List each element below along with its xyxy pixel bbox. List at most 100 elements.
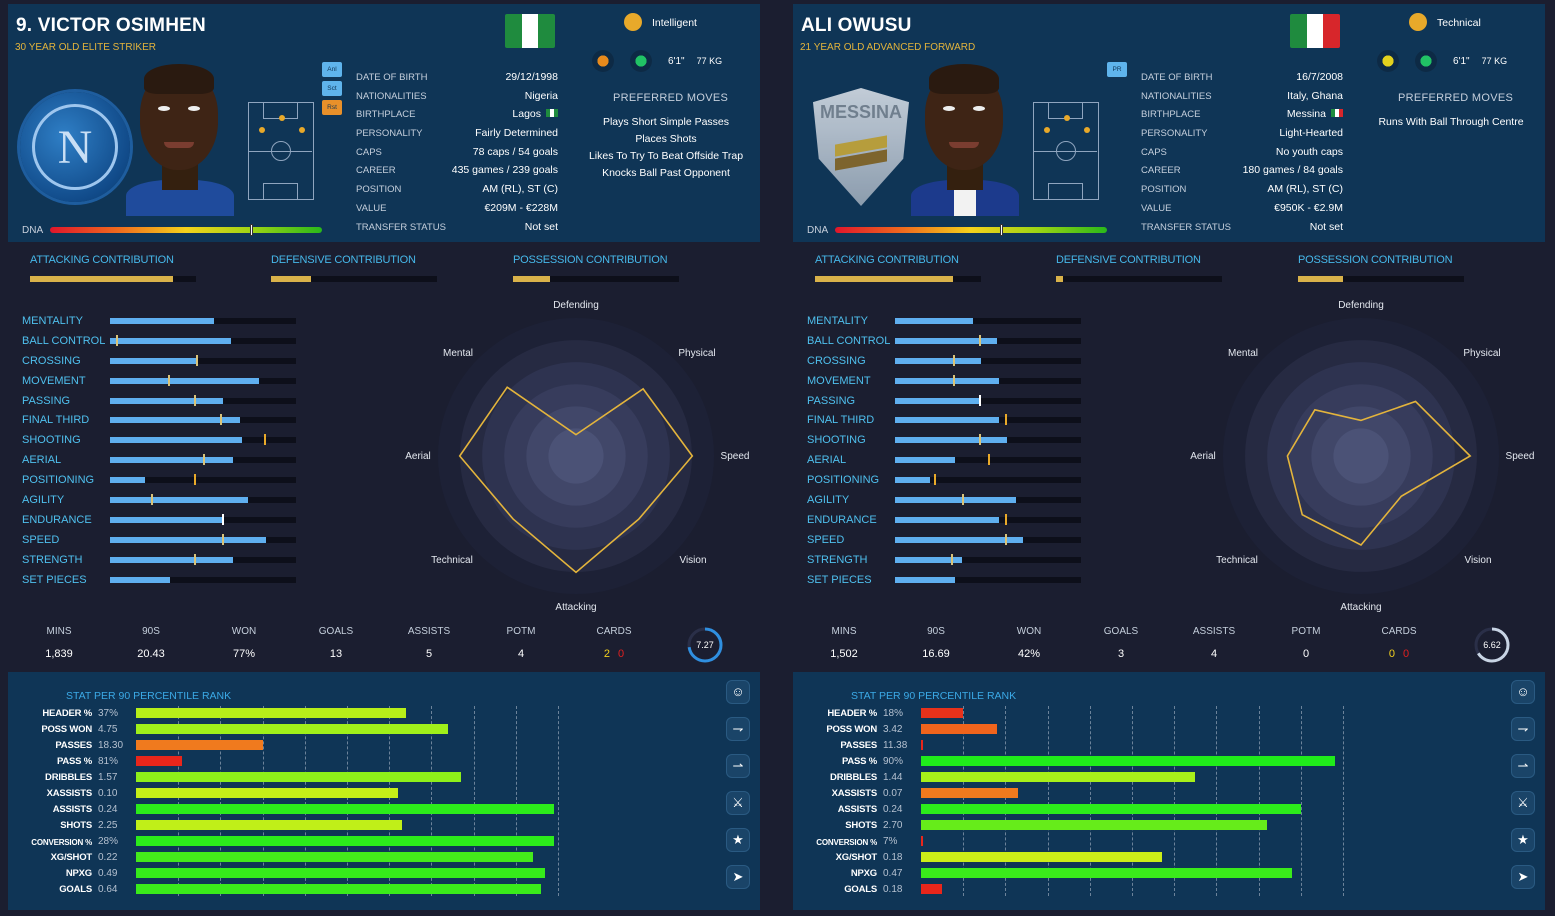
player-name[interactable]: ALI OWUSU (801, 15, 912, 36)
attribute-row[interactable]: SPEED (22, 533, 302, 553)
stat-name: CONVERSION % (31, 838, 92, 847)
attribute-row[interactable]: AERIAL (807, 453, 1087, 473)
attribute-row[interactable]: MOVEMENT (807, 374, 1087, 394)
sprinter-icon[interactable]: ➤ (1511, 865, 1535, 889)
stat-row[interactable]: XG/SHOT 0.18 (793, 849, 1393, 865)
flag-stripe (1306, 14, 1324, 48)
stat-percentile-bar (136, 740, 263, 750)
attribute-row[interactable]: MOVEMENT (22, 374, 302, 394)
messina-crest-icon[interactable]: MESSINA (813, 88, 909, 206)
napoli-crest-icon[interactable]: N (20, 92, 130, 202)
info-row: NATIONALITIES Nigeria (356, 87, 558, 106)
stat-row[interactable]: GOALS 0.64 (8, 881, 608, 897)
slide-icon[interactable]: ⇀ (726, 754, 750, 778)
info-key: DATE OF BIRTH (356, 72, 428, 83)
stat-row[interactable]: PASS % 90% (793, 753, 1393, 769)
walker-icon[interactable]: ★ (1511, 828, 1535, 852)
stat-row[interactable]: XASSISTS 0.10 (8, 785, 608, 801)
stat-per90-value: 2.25 (98, 820, 118, 831)
stat-row[interactable]: PASSES 18.30 (8, 737, 608, 753)
summary-label: ASSISTS (407, 626, 451, 637)
preferred-move: Runs With Ball Through Centre (1378, 116, 1524, 128)
info-value: 180 games / 84 goals (1243, 164, 1343, 176)
attribute-average-tick (961, 494, 964, 506)
percentile-gridline (1174, 706, 1176, 896)
attribute-track (895, 354, 1081, 366)
role-badge[interactable]: Anl (322, 62, 342, 77)
info-key: VALUE (1141, 202, 1172, 214)
stat-name: PASSES (55, 740, 92, 751)
attribute-row[interactable]: PASSING (807, 394, 1087, 414)
slide-icon[interactable]: ⇀ (1511, 754, 1535, 778)
stat-row[interactable]: DRIBBLES 1.57 (8, 769, 608, 785)
birthplace-flag-icon (546, 109, 558, 118)
attribute-row[interactable]: MENTALITY (22, 314, 302, 334)
summary-value: 5 (425, 648, 433, 660)
walker-icon[interactable]: ★ (726, 828, 750, 852)
attribute-row[interactable]: CROSSING (22, 354, 302, 374)
attribute-row[interactable]: POSITIONING (807, 473, 1087, 493)
contribution-fill (815, 276, 953, 282)
attribute-average-tick (1004, 533, 1007, 545)
player-profile-icon[interactable]: ☺ (726, 680, 750, 704)
stat-row[interactable]: SHOTS 2.70 (793, 817, 1393, 833)
attribute-row[interactable]: CROSSING (807, 354, 1087, 374)
stat-row[interactable]: NPXG 0.47 (793, 865, 1393, 881)
attribute-row[interactable]: AGILITY (807, 493, 1087, 513)
player-profile-icon[interactable]: ☺ (1511, 680, 1535, 704)
attribute-row[interactable]: MENTALITY (807, 314, 1087, 334)
stat-row[interactable]: NPXG 0.49 (8, 865, 608, 881)
attribute-row[interactable]: FINAL THIRD (22, 413, 302, 433)
stat-row[interactable]: HEADER % 18% (793, 705, 1393, 721)
stat-row[interactable]: SHOTS 2.25 (8, 817, 608, 833)
info-value-text: AM (RL), ST (C) (482, 183, 558, 196)
attribute-row[interactable]: STRENGTH (807, 553, 1087, 573)
attribute-row[interactable]: BALL CONTROL (22, 334, 302, 354)
attribute-row[interactable]: SPEED (807, 533, 1087, 553)
stat-row[interactable]: HEADER % 37% (8, 705, 608, 721)
stat-row[interactable]: POSS WON 3.42 (793, 721, 1393, 737)
attribute-row[interactable]: AGILITY (22, 493, 302, 513)
stat-row[interactable]: XG/SHOT 0.22 (8, 849, 608, 865)
sprinter-icon[interactable]: ➤ (726, 865, 750, 889)
attribute-average-tick (221, 513, 224, 525)
stat-row[interactable]: DRIBBLES 1.44 (793, 769, 1393, 785)
attribute-row[interactable]: ENDURANCE (807, 513, 1087, 533)
player-info-table: DATE OF BIRTH 16/7/2008 NATIONALITIES Italy… (1141, 68, 1343, 236)
attribute-row[interactable]: SET PIECES (807, 573, 1087, 593)
stat-per90-value: 4.75 (98, 724, 118, 735)
tackle-icon[interactable]: ⇁ (1511, 717, 1535, 741)
attribute-row[interactable]: STRENGTH (22, 553, 302, 573)
runner-icon[interactable]: ⚔ (1511, 791, 1535, 815)
role-badge[interactable]: PR (1107, 62, 1127, 77)
player-name[interactable]: 9. VICTOR OSIMHEN (16, 15, 206, 36)
stat-row[interactable]: CONVERSION % 7% (793, 833, 1393, 849)
attribute-row[interactable]: BALL CONTROL (807, 334, 1087, 354)
attribute-row[interactable]: FINAL THIRD (807, 413, 1087, 433)
stat-row[interactable]: GOALS 0.18 (793, 881, 1393, 897)
role-badge[interactable]: Sct (322, 81, 342, 96)
attribute-row[interactable]: SHOOTING (807, 433, 1087, 453)
stat-row[interactable]: PASSES 11.38 (793, 737, 1393, 753)
attribute-row[interactable]: SHOOTING (22, 433, 302, 453)
stat-row[interactable]: XASSISTS 0.07 (793, 785, 1393, 801)
rating-arc (687, 627, 723, 663)
attribute-row[interactable]: POSITIONING (22, 473, 302, 493)
stat-row[interactable]: PASS % 81% (8, 753, 608, 769)
attribute-row[interactable]: ENDURANCE (22, 513, 302, 533)
stat-row[interactable]: CONVERSION % 28% (8, 833, 608, 849)
tackle-icon[interactable]: ⇁ (726, 717, 750, 741)
attribute-row[interactable]: AERIAL (22, 453, 302, 473)
height-value: 6'1" (1453, 55, 1470, 67)
runner-icon[interactable]: ⚔ (726, 791, 750, 815)
attribute-fill (110, 417, 241, 424)
radar-axis-label: Aerial (1190, 451, 1216, 462)
attribute-row[interactable]: PASSING (22, 394, 302, 414)
info-value-text: Not set (1309, 220, 1343, 233)
info-row: PERSONALITY Light-Hearted (1141, 124, 1343, 143)
attribute-row[interactable]: SET PIECES (22, 573, 302, 593)
stat-row[interactable]: POSS WON 4.75 (8, 721, 608, 737)
stat-row[interactable]: ASSISTS 0.24 (793, 801, 1393, 817)
stat-row[interactable]: ASSISTS 0.24 (8, 801, 608, 817)
role-badge[interactable]: Rst (322, 100, 342, 115)
